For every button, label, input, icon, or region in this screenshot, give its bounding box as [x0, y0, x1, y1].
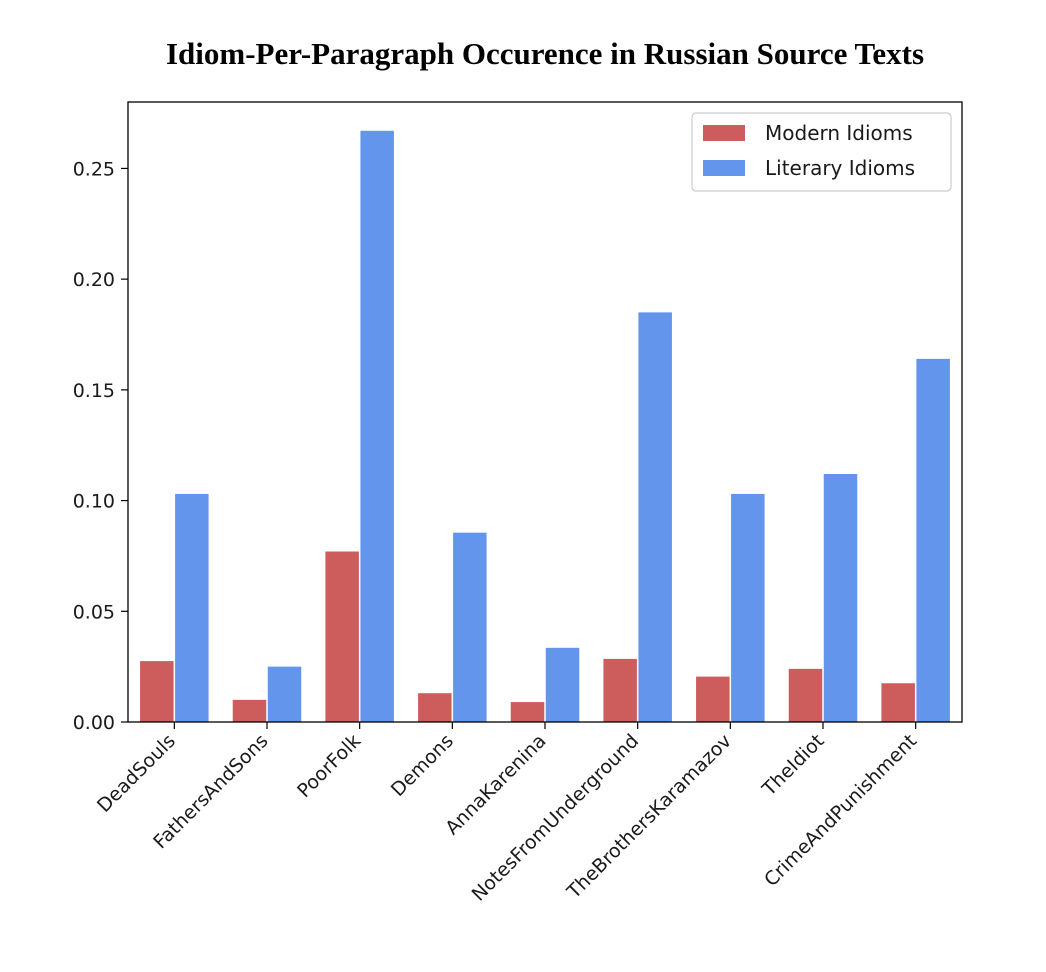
bar-modern-FathersAndSons [232, 699, 267, 722]
bar-modern-DeadSouls [140, 661, 174, 722]
y-tick-label: 0.25 [73, 158, 115, 180]
bar-literary-DeadSouls [175, 493, 209, 722]
bar-modern-CrimeAndPunishment [881, 683, 915, 722]
bar-modern-NotesFromUnderground [603, 658, 637, 722]
x-tick-label: CrimeAndPunishment [760, 730, 921, 891]
x-tick-label: Demons [387, 730, 458, 801]
y-tick-label: 0.10 [73, 491, 115, 513]
legend-box [691, 112, 952, 192]
bar-modern-PoorFolk [325, 551, 359, 722]
y-tick-label: 0.20 [73, 269, 115, 291]
x-tick-label: TheBrothersKaramazov [562, 730, 736, 904]
bar-modern-AnnaKarenina [510, 702, 545, 722]
bar-literary-AnnaKarenina [545, 647, 580, 722]
x-tick-label: DeadSouls [93, 730, 180, 817]
bar-modern-TheBrothersKaramazov [696, 676, 730, 722]
legend-label-modern: Modern Idioms [765, 121, 913, 145]
bar-modern-TheIdiot [788, 668, 823, 722]
bar-literary-Demons [453, 532, 487, 722]
legend-label-literary: Literary Idioms [765, 156, 915, 180]
bars-group [140, 130, 950, 723]
bar-literary-TheIdiot [823, 474, 858, 722]
bar-literary-NotesFromUnderground [638, 312, 672, 722]
bar-modern-Demons [418, 693, 452, 722]
bar-literary-FathersAndSons [267, 666, 302, 722]
y-tick-label: 0.15 [73, 380, 115, 402]
chart-title: Idiom-Per-Paragraph Occurence in Russian… [165, 36, 925, 71]
x-tick-label: NotesFromUnderground [468, 730, 644, 906]
x-tick-label: TheIdiot [758, 730, 829, 801]
bar-literary-TheBrothersKaramazov [731, 493, 765, 722]
bar-literary-CrimeAndPunishment [916, 358, 950, 722]
y-tick-label: 0.05 [73, 601, 115, 623]
legend-swatch-modern [703, 125, 745, 141]
x-tick-label: PoorFolk [293, 730, 365, 802]
y-axis: 0.00 0.05 0.10 0.15 0.20 0.25 [73, 158, 128, 734]
legend: Modern Idioms Literary Idioms [691, 112, 952, 192]
y-tick-label: 0.00 [73, 712, 115, 734]
bar-literary-PoorFolk [360, 130, 394, 723]
legend-swatch-literary [703, 160, 745, 176]
